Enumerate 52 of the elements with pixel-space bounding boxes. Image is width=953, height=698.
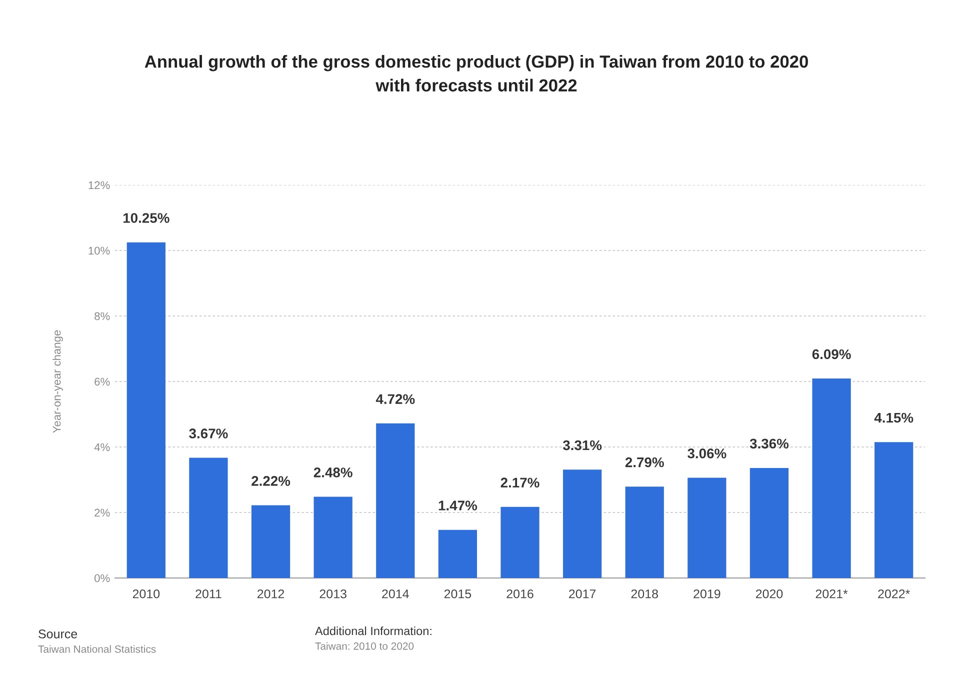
x-tick-label: 2018	[631, 589, 658, 598]
data-label: 2.79%	[625, 457, 664, 468]
text: Taiwan National Statistics	[38, 645, 156, 653]
data-label: 2.17%	[500, 478, 540, 488]
data-label: 4.72%	[376, 394, 415, 404]
y-tick-label: 8%	[94, 312, 110, 320]
chart-title: Annual growth of the gross domestic product (GDP) in Taiwan from 2010 to 2020 with forecasts until 2022	[144, 55, 808, 92]
y-tick-label: 6%	[94, 378, 110, 386]
bar	[812, 378, 851, 578]
data-label: 2.48%	[314, 468, 352, 478]
data-label: 3.06%	[688, 448, 726, 458]
y-tick-label: 4%	[94, 443, 110, 452]
x-tick-label: 2016	[506, 589, 534, 598]
bar	[126, 242, 166, 578]
y-tick-label: 0%	[94, 574, 110, 582]
data-label: 3.36%	[750, 438, 789, 449]
x-tick-label: 2022*	[878, 589, 910, 598]
x-tick-label: 2014	[382, 589, 409, 598]
bar	[251, 505, 290, 578]
data-label: 3.67%	[189, 428, 228, 438]
x-tick-label: 2017	[569, 589, 596, 598]
bar	[874, 442, 914, 578]
bar	[688, 478, 726, 578]
text: Additional Information:	[315, 626, 432, 636]
y-tick-label: 12%	[88, 181, 110, 190]
bar	[625, 486, 664, 578]
bar	[438, 530, 478, 578]
x-tick-label: 2010	[132, 589, 160, 598]
data-label: 3.31%	[562, 440, 602, 450]
text: Source	[38, 630, 78, 638]
y-axis-title: Year-on-year change	[52, 330, 63, 433]
y-tick-label: 2%	[94, 508, 110, 517]
bar	[500, 506, 540, 578]
y-tick-label: 10%	[88, 246, 110, 255]
data-label: 1.47%	[438, 500, 478, 510]
data-label: 4.15%	[874, 412, 914, 423]
x-tick-label: 2019	[694, 589, 720, 598]
bar	[750, 468, 789, 578]
data-label: 6.09%	[812, 349, 851, 360]
bar	[376, 423, 415, 578]
x-tick-label: 2011	[196, 589, 222, 598]
data-label: 2.22%	[252, 476, 290, 486]
x-tick-label: 2012	[257, 589, 284, 598]
x-tick-label: 2020	[756, 589, 783, 598]
bar	[562, 470, 602, 578]
bar	[189, 458, 228, 578]
bar	[314, 496, 352, 578]
data-label: 10.25%	[123, 213, 170, 223]
x-tick-label: 2015	[444, 589, 472, 598]
text: Taiwan: 2010 to 2020	[315, 642, 414, 650]
x-tick-label: 2021*	[816, 589, 848, 598]
x-tick-label: 2013	[320, 589, 346, 598]
